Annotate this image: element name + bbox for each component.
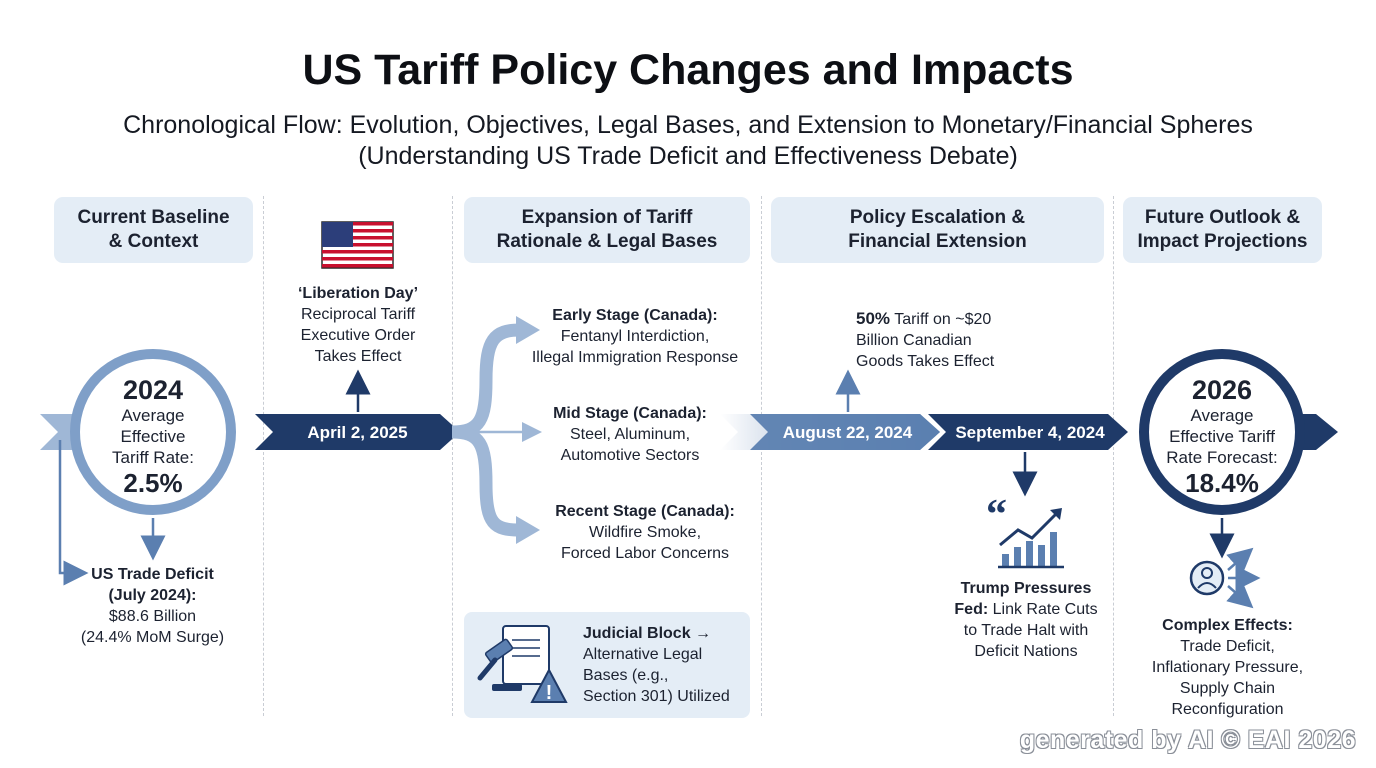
outlook-label-2: Effective Tariff [1169,427,1275,446]
date-label-september: September 4, 2024 [955,423,1105,442]
liberation-line-2: Executive Order [300,327,416,344]
stage-early-title: Early Stage (Canada): [552,307,718,324]
trump-bold-1: Trump Pressures [960,580,1092,597]
stage-recent: Recent Stage (Canada): Wildfire Smoke, F… [535,501,755,564]
baseline-year: 2024 [122,375,184,405]
complex-line-2: Inflationary Pressure, [1151,659,1304,676]
trend-chart-icon: “ [986,492,1064,569]
trump-note: Trump Pressures Fed: Link Rate Cuts to T… [940,578,1112,662]
liberation-title: ‘Liberation Day’ [297,285,419,302]
trade-deficit-title-2: (July 2024): [108,587,197,604]
svg-text:!: ! [546,682,553,704]
column-divider [1113,196,1114,716]
watermark: generated by AI © EAI 2026 [1019,726,1356,754]
trade-deficit-note: US Trade Deficit (July 2024): $88.6 Bill… [70,564,235,648]
judicial-line-2: Bases (e.g., [583,667,669,684]
header-expansion-line2: Rationale & Legal Bases [496,231,718,252]
outlook-label-1: Average [1190,406,1254,425]
complex-effects-note: Complex Effects: Trade Deficit, Inflatio… [1130,615,1325,720]
stage-mid-line-1: Steel, Aluminum, [569,426,691,443]
stage-recent-line-2: Forced Labor Concerns [560,545,730,562]
header-expansion-line1: Expansion of Tariff [521,207,693,228]
baseline-circle [70,349,236,515]
trump-rest-2: Link Rate Cuts [988,601,1098,618]
column-divider [761,196,762,716]
us-flag-icon [321,221,394,269]
header-escalation-line2: Financial Extension [848,231,1027,252]
stage-mid-line-2: Automotive Sectors [560,447,700,464]
liberation-day-note: ‘Liberation Day’ Reciprocal Tariff Execu… [273,283,443,367]
header-baseline: Current Baseline & Context [54,197,253,263]
deficit-connector [58,440,72,575]
baseline-label-2: Effective [120,427,186,446]
header-outlook-line2: Impact Projections [1137,231,1308,252]
date-label-august: August 22, 2024 [782,423,913,442]
liberation-line-3: Takes Effect [314,348,402,365]
trump-line-2: Deficit Nations [974,643,1078,660]
trade-deficit-title-1: US Trade Deficit [91,566,214,583]
header-escalation-line1: Policy Escalation & [849,207,1026,228]
trade-deficit-line-1: $88.6 Billion [108,608,197,625]
complex-title: Complex Effects: [1162,617,1293,634]
page-title: US Tariff Policy Changes and Impacts [302,46,1074,94]
complex-line-3: Supply Chain [1179,680,1276,697]
stage-early: Early Stage (Canada): Fentanyl Interdict… [515,305,755,368]
column-divider [263,196,264,716]
branch-arrowhead-top [516,316,540,344]
branch-arrows [451,323,521,537]
judicial-text: Judicial Block → Alternative Legal Bases… [583,623,753,707]
judicial-title: Judicial Block → [583,625,712,642]
subtitle-line-1: Chronological Flow: Evolution, Objective… [123,111,1253,139]
baseline-circle-text: 2024 Average Effective Tariff Rate: 2.5% [95,375,211,499]
branch-arrowhead-bottom [516,516,540,544]
header-outlook: Future Outlook & Impact Projections [1123,197,1322,263]
trump-line-1: to Trade Halt with [963,622,1089,639]
outlook-label-3: Rate Forecast: [1166,448,1278,467]
outlook-value: 18.4% [1185,468,1259,498]
people-impact-icon [1189,547,1261,609]
tariff-50-bold: 50% [856,309,891,328]
trump-bold-2: Fed: [954,601,989,618]
subtitle-line-2: (Understanding US Trade Deficit and Effe… [358,142,1018,170]
header-outlook-line1: Future Outlook & [1144,207,1301,228]
tariff-50-rest: Tariff on ~$20 [890,311,992,328]
header-baseline-line2: & Context [108,231,199,252]
tariff-50-note: 50% Tariff on ~$20 Billion Canadian Good… [856,308,1056,372]
tariff-50-line-1: Billion Canadian [856,332,972,349]
outlook-year: 2026 [1191,375,1253,405]
stage-recent-title: Recent Stage (Canada): [555,503,735,520]
stage-recent-line-1: Wildfire Smoke, [588,524,702,541]
baseline-label-1: Average [121,406,185,425]
arrow-segment-august-fill [750,414,940,450]
gavel-document-icon: ! [477,625,568,704]
page-subtitle: Chronological Flow: Evolution, Objective… [0,110,1376,172]
trade-deficit-line-2: (24.4% MoM Surge) [80,629,225,646]
outlook-circle-text: 2026 Average Effective Tariff Rate Forec… [1156,375,1288,499]
header-escalation: Policy Escalation & Financial Extension [771,197,1104,263]
complex-line-1: Trade Deficit, [1180,638,1275,655]
arrow-segment-april [255,414,460,450]
stage-early-line-2: Illegal Immigration Response [531,349,739,366]
baseline-label-3: Tariff Rate: [112,448,194,467]
arrow-segment-september [928,414,1128,450]
outlook-circle [1139,349,1305,515]
column-divider [452,196,453,716]
judicial-line-1: Alternative Legal [583,646,703,663]
header-expansion: Expansion of Tariff Rationale & Legal Bas… [464,197,750,263]
baseline-value: 2.5% [123,468,183,498]
stage-mid: Mid Stage (Canada): Steel, Aluminum, Aut… [530,403,730,466]
stage-mid-title: Mid Stage (Canada): [553,405,707,422]
date-label-april: April 2, 2025 [307,423,408,442]
stage-early-line-1: Fentanyl Interdiction, [560,328,710,345]
header-baseline-line1: Current Baseline [77,207,230,228]
svg-text:“: “ [986,492,1007,538]
complex-line-4: Reconfiguration [1171,701,1284,718]
judicial-line-3: Section 301) Utilized [583,688,730,705]
liberation-line-1: Reciprocal Tariff [300,306,416,323]
tariff-50-line-2: Goods Takes Effect [856,353,995,370]
